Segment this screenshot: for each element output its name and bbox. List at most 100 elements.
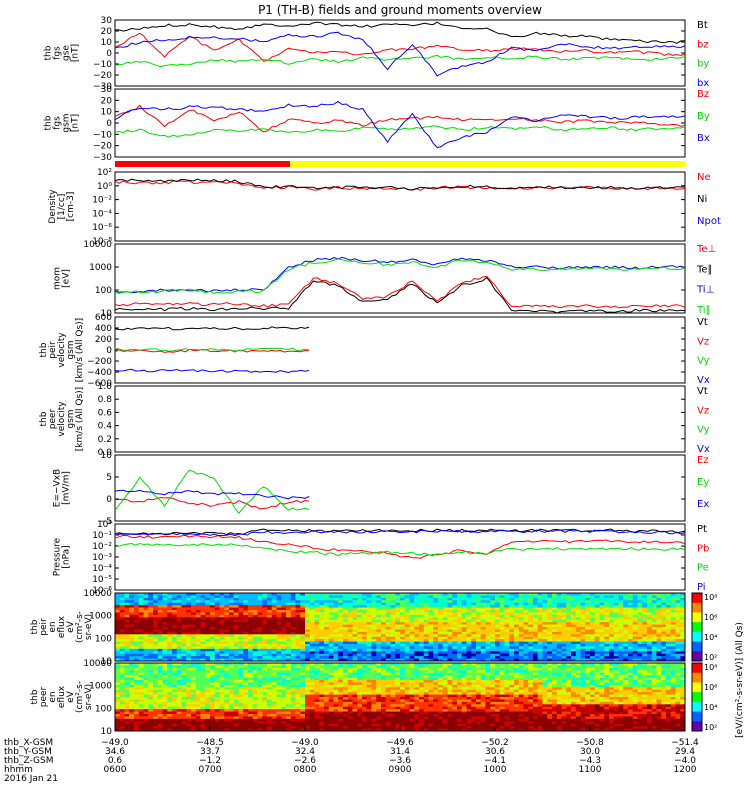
spectrogram-cell	[243, 624, 249, 628]
spectrogram-cell	[680, 610, 686, 613]
spectrogram-cell	[556, 651, 562, 655]
spectrogram-cell	[409, 627, 415, 630]
spectrogram-cell	[623, 644, 629, 647]
spectrogram-cell	[509, 658, 515, 662]
spectrogram-cell	[200, 644, 206, 647]
spectrogram-cell	[167, 648, 173, 652]
spectrogram-cell	[224, 641, 230, 645]
spectrogram-cell	[680, 593, 686, 596]
spectrogram-cell	[352, 656, 358, 659]
spectrogram-cell	[214, 726, 220, 729]
spectrogram-cell	[447, 629, 453, 633]
spectrogram-cell	[224, 723, 230, 727]
spectrogram-cell	[642, 646, 648, 650]
spectrogram-cell	[324, 684, 330, 688]
spectrogram-cell	[162, 723, 168, 727]
spectrogram-cell	[352, 641, 358, 645]
spectrogram-cell	[409, 597, 415, 601]
spectrogram-cell	[566, 658, 572, 662]
spectrogram-cell	[271, 648, 277, 652]
spectrogram-cell	[580, 595, 586, 599]
spectrogram-cell	[324, 607, 330, 611]
spectrogram-cell	[224, 653, 230, 657]
spectrogram-cell	[656, 648, 662, 652]
spectrogram-cell	[233, 694, 239, 698]
y-tick-label: −10	[93, 60, 112, 70]
spectrogram-cell	[129, 728, 135, 732]
spectrogram-cell	[604, 619, 610, 623]
spectrogram-cell	[157, 610, 163, 613]
spectrogram-cell	[613, 595, 619, 599]
spectrogram-cell	[423, 610, 429, 613]
spectrogram-cell	[129, 600, 135, 604]
spectrogram-cell	[157, 597, 163, 601]
spectrogram-cell	[167, 656, 173, 659]
spectrogram-cell	[115, 718, 121, 722]
y-label-line: velocity	[57, 332, 67, 368]
spectrogram-cell	[186, 699, 192, 703]
spectrogram-cell	[248, 656, 254, 659]
spectrogram-cell	[300, 677, 306, 681]
spectrogram-cell	[148, 658, 154, 662]
spectrogram-cell	[138, 610, 144, 613]
spectrogram-cell	[480, 607, 486, 611]
spectrogram-cell	[300, 656, 306, 659]
spectrogram-cell	[324, 610, 330, 613]
spectrogram-cell	[200, 610, 206, 613]
spectrogram-cell	[409, 634, 415, 638]
spectrogram-cell	[585, 631, 591, 635]
spectrogram-cell	[252, 665, 258, 669]
spectrogram-cell	[162, 692, 168, 695]
spectrogram-cell	[162, 718, 168, 722]
spectrogram-cell	[148, 612, 154, 616]
spectrogram-cell	[134, 684, 140, 688]
spectrogram-cell	[238, 634, 244, 638]
spectrogram-cell	[238, 694, 244, 698]
spectrogram-cell	[552, 631, 558, 635]
spectrogram-cell	[143, 682, 149, 686]
spectrogram-cell	[229, 624, 235, 628]
spectrogram-cell	[495, 600, 501, 604]
spectrogram-cell	[271, 670, 277, 674]
spectrogram-cell	[566, 636, 572, 640]
spectrogram-cell	[523, 607, 529, 611]
spectrogram-cell	[257, 595, 263, 599]
spectrogram-cell	[561, 593, 567, 596]
spectrogram-cell	[138, 595, 144, 599]
spectrogram-cell	[148, 672, 154, 676]
spectrogram-cell	[609, 595, 615, 599]
spectrogram-cell	[181, 639, 187, 642]
spectrogram-cell	[347, 641, 353, 645]
spectrogram-cell	[138, 704, 144, 708]
spectrogram-cell	[115, 644, 121, 647]
spectrogram-cell	[604, 648, 610, 652]
spectrogram-cell	[229, 627, 235, 630]
spectrogram-cell	[580, 602, 586, 606]
spectrogram-cell	[428, 605, 434, 608]
spectrogram-cell	[680, 597, 686, 601]
spectrogram-cell	[604, 653, 610, 657]
spectrogram-cell	[205, 607, 211, 611]
spectrogram-cell	[362, 658, 368, 662]
spectrogram-cell	[371, 631, 377, 635]
spectrogram-cell	[248, 706, 254, 710]
spectrogram-cell	[305, 658, 311, 662]
spectrogram-cell	[281, 723, 287, 727]
spectrogram-cell	[186, 634, 192, 638]
spectrogram-cell	[499, 658, 505, 662]
spectrogram-cell	[286, 602, 292, 606]
spectrogram-cell	[267, 593, 273, 596]
spectrogram-cell	[229, 723, 235, 727]
spectrogram-cell	[347, 607, 353, 611]
spectrogram-cell	[518, 634, 524, 638]
spectrogram-cell	[210, 672, 216, 676]
spectrogram-cell	[414, 619, 420, 623]
spectrogram-cell	[423, 617, 429, 621]
spectrogram-cell	[167, 600, 173, 604]
spectrogram-cell	[262, 636, 268, 640]
spectrogram-cell	[461, 636, 467, 640]
spectrogram-cell	[623, 600, 629, 604]
spectrogram-cell	[385, 605, 391, 608]
spectrogram-cell	[371, 600, 377, 604]
spectrogram-cell	[119, 622, 125, 625]
